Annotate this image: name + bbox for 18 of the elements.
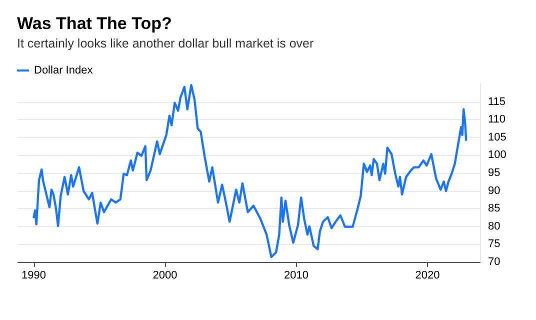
- x-tick-label: 2010: [284, 270, 308, 282]
- line-series: [32, 84, 468, 258]
- y-tick-label: 105: [488, 131, 506, 144]
- x-tick-label: 2000: [152, 270, 178, 282]
- y-tick-label: 100: [488, 149, 506, 162]
- y-tick-label: 70: [488, 256, 500, 268]
- y-tick-label: 95: [488, 167, 500, 179]
- chart-title: Was That The Top?: [17, 14, 172, 33]
- y-tick-label: 75: [488, 238, 500, 250]
- y-tick-label: 85: [488, 202, 500, 215]
- x-tick-label: 2020: [415, 270, 440, 282]
- y-tick-label: 80: [488, 220, 500, 232]
- chart-subtitle: It certainly looks like another dollar bull market is over: [17, 36, 314, 50]
- legend-label: Dollar Index: [34, 64, 94, 76]
- y-tick-label: 90: [488, 184, 500, 197]
- y-tick-label: 110: [488, 114, 506, 126]
- x-tick-label: 1990: [22, 270, 46, 282]
- y-tick-label: 115: [488, 96, 506, 108]
